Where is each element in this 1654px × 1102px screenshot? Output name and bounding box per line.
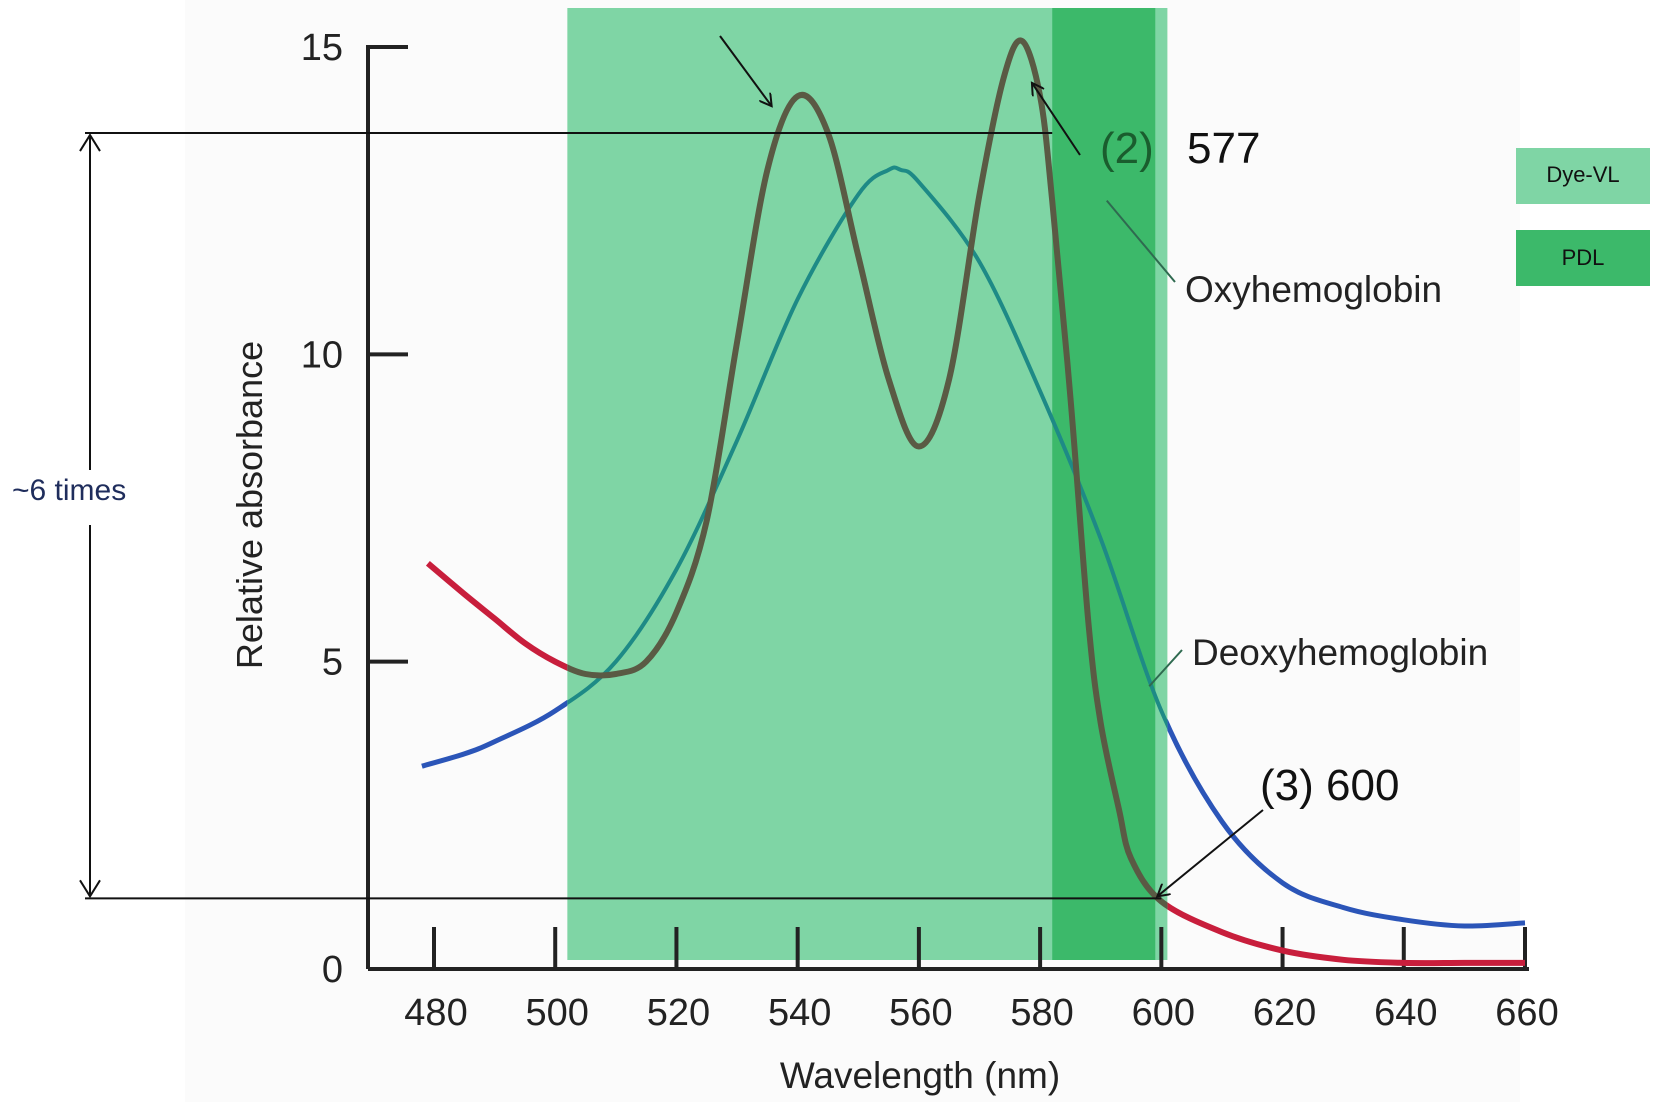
annotation-layer xyxy=(79,35,1264,900)
ratio-arrow-head-down xyxy=(79,879,101,899)
x-tick-label-540: 540 xyxy=(768,992,831,1034)
y-tick-label-0: 0 xyxy=(322,949,343,991)
series-label-oxyhemoglobin: Oxyhemoglobin xyxy=(1185,269,1442,310)
arrow-peak-540 xyxy=(719,35,772,106)
legend-dye-vl-swatch xyxy=(1516,148,1650,204)
arrow-point-600 xyxy=(1157,809,1264,896)
series-deoxyhemoglobin xyxy=(421,165,1526,929)
y-axis-label: Relative absorbance xyxy=(229,341,270,669)
y-tick-label-10: 10 xyxy=(301,334,343,376)
x-tick-label-640: 640 xyxy=(1374,992,1437,1034)
x-tick-label-600: 600 xyxy=(1132,992,1195,1034)
x-tick-label-660: 660 xyxy=(1495,992,1558,1034)
legend-pdl-label: PDL xyxy=(1562,245,1605,270)
x-axis-label: Wavelength (nm) xyxy=(780,1055,1060,1096)
curve-oxyhemoglobin-inside-band xyxy=(567,37,1168,910)
ratio-label: ~6 times xyxy=(12,474,126,507)
x-tick-label-520: 520 xyxy=(647,992,710,1034)
x-tick-label-620: 620 xyxy=(1253,992,1316,1034)
leader-deoxyhemoglobin xyxy=(1148,649,1183,687)
series-oxyhemoglobin xyxy=(425,37,1525,967)
bands-layer xyxy=(567,8,1168,960)
x-tick-label-560: 560 xyxy=(889,992,952,1034)
band-pdl xyxy=(1052,8,1156,960)
x-tick-label-580: 580 xyxy=(1010,992,1073,1034)
x-tick-label-500: 500 xyxy=(526,992,589,1034)
series-layer xyxy=(421,37,1526,967)
annotation-577-value: 577 xyxy=(1187,124,1260,173)
legend-pdl-swatch xyxy=(1516,230,1650,286)
curve-deoxyhemoglobin-inside-band xyxy=(567,165,1168,730)
annotation-577-index: (2) xyxy=(1100,124,1154,173)
arrow-peak-577 xyxy=(1032,83,1081,156)
ratio-arrow-head-up xyxy=(79,133,101,152)
axes-layer: 0 5 10 15 480 500 520 540 560 580 600 620 640 660 xyxy=(301,27,1559,1034)
leader-oxyhemoglobin xyxy=(1106,200,1176,283)
legend-dye-vl-label: Dye-VL xyxy=(1546,162,1619,187)
y-tick-label-5: 5 xyxy=(322,642,343,684)
series-label-deoxyhemoglobin: Deoxyhemoglobin xyxy=(1192,632,1488,673)
x-tick-label-480: 480 xyxy=(404,992,467,1034)
annotation-600: (3) 600 xyxy=(1260,761,1399,810)
y-tick-label-15: 15 xyxy=(301,27,343,69)
